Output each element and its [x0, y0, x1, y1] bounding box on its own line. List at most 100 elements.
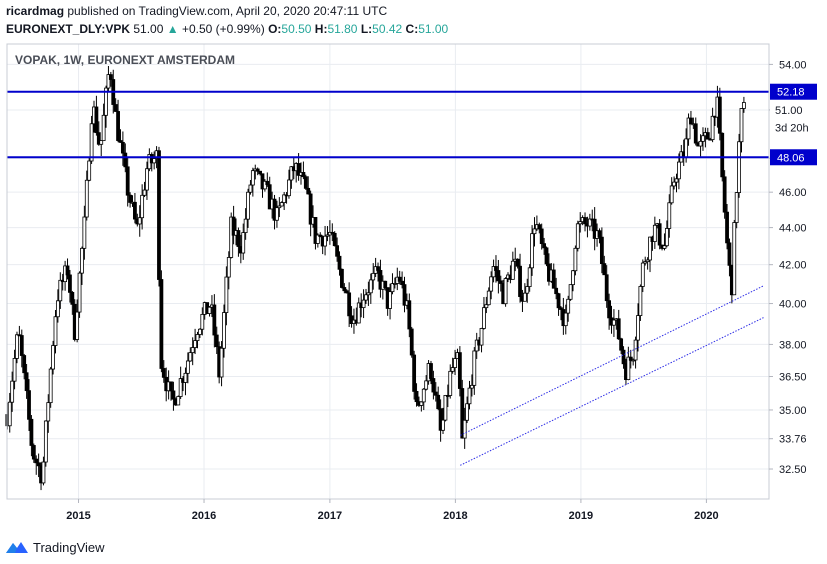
- candle-body-up: [739, 108, 744, 143]
- candle-body-down: [255, 168, 260, 172]
- candle-body-down: [407, 300, 412, 330]
- candle-body-up: [275, 207, 279, 221]
- candle-body-down: [337, 255, 342, 270]
- candle-body-up: [578, 221, 583, 225]
- candle-body-down: [24, 372, 29, 392]
- candle-body-down: [727, 242, 732, 266]
- candle-body-down: [123, 152, 128, 168]
- candle-body-down: [159, 279, 164, 369]
- candle-body-up: [525, 286, 530, 294]
- candle-body-up: [99, 140, 104, 145]
- candle-body-down: [378, 270, 383, 290]
- candle-body-up: [371, 272, 376, 281]
- candles: [5, 66, 746, 491]
- candle-body-down: [494, 266, 498, 271]
- price-tag-label: 51.00: [775, 105, 803, 117]
- candle-body-up: [652, 224, 657, 242]
- candle-body-up: [645, 259, 650, 263]
- candle-body-down: [68, 274, 72, 293]
- candle-body-down: [31, 445, 36, 460]
- candle-body-up: [279, 202, 284, 207]
- candle-body-down: [70, 291, 75, 305]
- candle-body-down: [342, 287, 347, 292]
- candle-body-down: [599, 236, 604, 265]
- candle-body-down: [705, 132, 710, 140]
- candle-body-up: [530, 233, 534, 269]
- close-value: 51.00: [418, 22, 449, 36]
- time-axis[interactable]: 2015 2016 2017 2018 2019 2020: [66, 499, 719, 522]
- candle-body-up: [563, 312, 568, 327]
- candle-body-up: [484, 304, 489, 309]
- candle-body-up: [250, 170, 255, 186]
- candle-body-up: [262, 180, 267, 190]
- time-tick-label: 2019: [569, 510, 593, 522]
- candle-body-up: [568, 284, 573, 300]
- candle-body-up: [732, 222, 737, 296]
- candle-body-down: [559, 307, 563, 310]
- candle-body-up: [15, 334, 19, 359]
- candle-body-up: [741, 102, 746, 109]
- candle-body-down: [214, 334, 219, 348]
- candle-body-down: [27, 390, 31, 420]
- candle-body-up: [226, 257, 231, 278]
- candle-body-down: [313, 217, 318, 244]
- candle-body-down: [236, 230, 241, 247]
- candle-body-down: [128, 194, 133, 203]
- candle-body-up: [229, 216, 234, 258]
- price-level-tag: [770, 83, 817, 100]
- candle-body-up: [58, 279, 63, 302]
- candle-body-down: [267, 184, 272, 210]
- tradingview-footer[interactable]: TradingView: [6, 536, 105, 558]
- candle-body-up: [686, 117, 691, 140]
- candle-body-down: [29, 418, 34, 446]
- candle-body-up: [612, 319, 616, 326]
- price-axis[interactable]: 54.0051.0048.0046.0044.0042.0040.0038.00…: [768, 44, 817, 499]
- candle-body-down: [518, 265, 522, 297]
- price-tick-label: 33.76: [779, 434, 807, 446]
- tradingview-brand: TradingView: [33, 539, 105, 555]
- candle-body-up: [737, 141, 741, 193]
- candle-body-down: [19, 335, 24, 356]
- candle-body-up: [662, 245, 667, 249]
- candle-body-up: [450, 367, 455, 372]
- candle-body-down: [457, 352, 462, 389]
- candle-body-down: [551, 269, 556, 289]
- candle-body-down: [544, 247, 549, 265]
- high-value: 51.80: [327, 22, 358, 36]
- candle-body-up: [137, 217, 142, 225]
- candle-body-up: [51, 345, 55, 370]
- time-tick-label: 2015: [66, 510, 90, 522]
- price-tag: [770, 101, 817, 118]
- candle-body-up: [571, 270, 575, 286]
- candle-body-up: [325, 234, 330, 237]
- candle-body-down: [347, 292, 352, 317]
- candle-body-up: [80, 247, 84, 274]
- candle-body-up: [698, 140, 703, 147]
- candle-body-down: [607, 300, 612, 319]
- candle-body-up: [315, 234, 320, 244]
- candle-body-down: [113, 104, 118, 112]
- candle-body-up: [323, 235, 327, 247]
- candle-body-down: [498, 280, 503, 284]
- candle-body-down: [619, 338, 624, 351]
- candle-body-down: [657, 223, 662, 246]
- published-text: published on TradingView.com, April 20, …: [67, 4, 388, 18]
- candle-body-up: [664, 228, 669, 247]
- candle-body-down: [308, 193, 313, 225]
- candle-body-down: [108, 74, 113, 80]
- candle-body-up: [7, 401, 12, 427]
- candle-body-up: [443, 395, 448, 421]
- time-tick-label: 2017: [318, 510, 342, 522]
- candle-body-up: [667, 202, 672, 229]
- candle-body-up: [289, 166, 294, 181]
- candle-body-up: [176, 396, 181, 406]
- candle-body-down: [383, 280, 388, 289]
- candle-body-up: [101, 114, 106, 142]
- candle-body-down: [554, 287, 559, 295]
- price-tag: [770, 119, 817, 136]
- candle-body-up: [356, 302, 361, 324]
- candle-body-up: [243, 218, 248, 233]
- low-label: L:: [360, 22, 373, 36]
- candle-body-down: [340, 268, 344, 288]
